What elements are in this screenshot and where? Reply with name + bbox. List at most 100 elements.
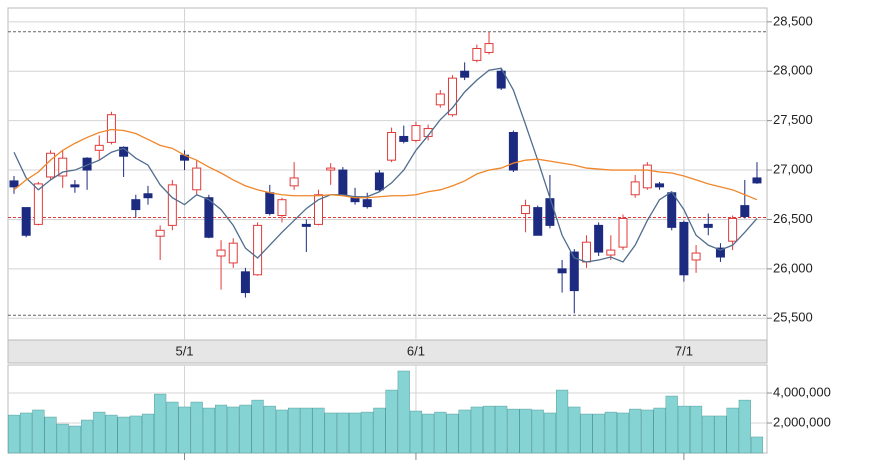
- volume-bar: [458, 409, 471, 454]
- volume-bar: [68, 425, 81, 454]
- candle-body: [192, 167, 202, 191]
- candle-body: [21, 207, 31, 236]
- candle-body: [752, 177, 762, 184]
- candle-body: [131, 199, 141, 211]
- candle-body: [630, 181, 640, 196]
- volume-bar: [495, 405, 508, 454]
- candle-body: [447, 77, 457, 116]
- candle-body: [667, 192, 677, 228]
- candle-body: [204, 197, 214, 238]
- volume-bar: [641, 409, 654, 454]
- volume-bar: [300, 407, 313, 454]
- volume-bar: [251, 399, 264, 454]
- candle-body: [46, 152, 56, 178]
- candle-body: [691, 252, 701, 261]
- y-tick-label: 26,000: [773, 260, 813, 275]
- candle-body: [289, 177, 299, 187]
- volume-bar: [592, 413, 605, 454]
- y-tick-label: 28,500: [773, 13, 813, 28]
- volume-bar: [349, 412, 362, 454]
- candle-body: [326, 167, 336, 171]
- volume-bar: [336, 412, 349, 454]
- volume-bar: [202, 407, 215, 454]
- candle-body: [496, 70, 506, 89]
- y-tick-label: 2,000,000: [773, 414, 831, 429]
- volume-bar: [117, 416, 130, 454]
- volume-bar: [446, 413, 459, 454]
- y-tick-label: 25,500: [773, 310, 813, 325]
- candle-body: [277, 199, 287, 216]
- candle-body: [216, 249, 226, 257]
- y-tick-label: 26,500: [773, 211, 813, 226]
- candle-body: [642, 164, 652, 189]
- volume-bar: [738, 399, 751, 454]
- candle-body: [740, 205, 750, 217]
- candle-body: [484, 43, 494, 53]
- volume-bar: [629, 408, 642, 454]
- candle-body: [240, 271, 250, 294]
- candle-body: [545, 198, 555, 226]
- volume-bar: [239, 404, 252, 454]
- candle-body: [435, 93, 445, 106]
- candle-body: [374, 172, 384, 191]
- candle-body: [94, 144, 104, 151]
- volume-bar: [434, 411, 447, 454]
- volume-bar: [422, 413, 435, 454]
- y-tick-label: 28,000: [773, 63, 813, 78]
- date-band: [7, 339, 768, 364]
- candle-body: [338, 169, 348, 196]
- y-tick-label: 27,500: [773, 112, 813, 127]
- volume-bar: [154, 393, 167, 454]
- candle-body: [411, 125, 421, 141]
- volume-bar: [44, 416, 57, 454]
- volume-bar: [470, 406, 483, 454]
- moving-average-line: [13, 128, 758, 201]
- volume-bar: [726, 407, 739, 454]
- y-tick-label: 27,000: [773, 161, 813, 176]
- plot-area: [7, 7, 768, 341]
- candle-body: [460, 70, 470, 78]
- candle-body: [70, 184, 80, 188]
- candle-body: [9, 180, 19, 188]
- candle-body: [253, 224, 263, 276]
- candle-body: [606, 249, 616, 256]
- candle-body: [228, 242, 238, 264]
- volume-bar: [543, 412, 556, 454]
- candle-body: [703, 223, 713, 228]
- volume-bar: [288, 407, 301, 454]
- volume-bar: [93, 411, 106, 454]
- candle-body: [521, 205, 531, 215]
- candle-body: [581, 241, 591, 263]
- candle-body: [594, 224, 604, 253]
- moving-average-line: [13, 67, 758, 263]
- y-tick-label: 4,000,000: [773, 384, 831, 399]
- volume-bar: [312, 407, 325, 454]
- volume-bar: [81, 419, 94, 454]
- candle-body: [728, 217, 738, 242]
- volume-bar: [482, 405, 496, 454]
- volume-bar: [568, 406, 581, 454]
- volume-bar: [604, 411, 617, 454]
- volume-bar: [556, 389, 569, 454]
- candle-body: [33, 183, 43, 225]
- candle-body: [387, 132, 397, 161]
- volume-bar: [56, 423, 69, 454]
- candle-body: [167, 184, 177, 226]
- candle-body: [715, 247, 725, 258]
- x-tick-label: 6/1: [407, 343, 425, 358]
- volume-bar: [141, 413, 155, 454]
- candle-body: [557, 268, 567, 274]
- volume-bar: [178, 406, 191, 454]
- volume-bar: [531, 409, 544, 454]
- volume-bar: [32, 409, 45, 454]
- volume-bar: [507, 408, 520, 454]
- volume-bar: [20, 412, 33, 454]
- candle-body: [362, 199, 372, 208]
- volume-bar: [580, 413, 593, 454]
- volume-bar: [227, 406, 240, 454]
- candle-body: [399, 135, 409, 142]
- volume-bar: [665, 395, 678, 454]
- volume-bar: [385, 389, 398, 454]
- candle-body: [533, 207, 543, 236]
